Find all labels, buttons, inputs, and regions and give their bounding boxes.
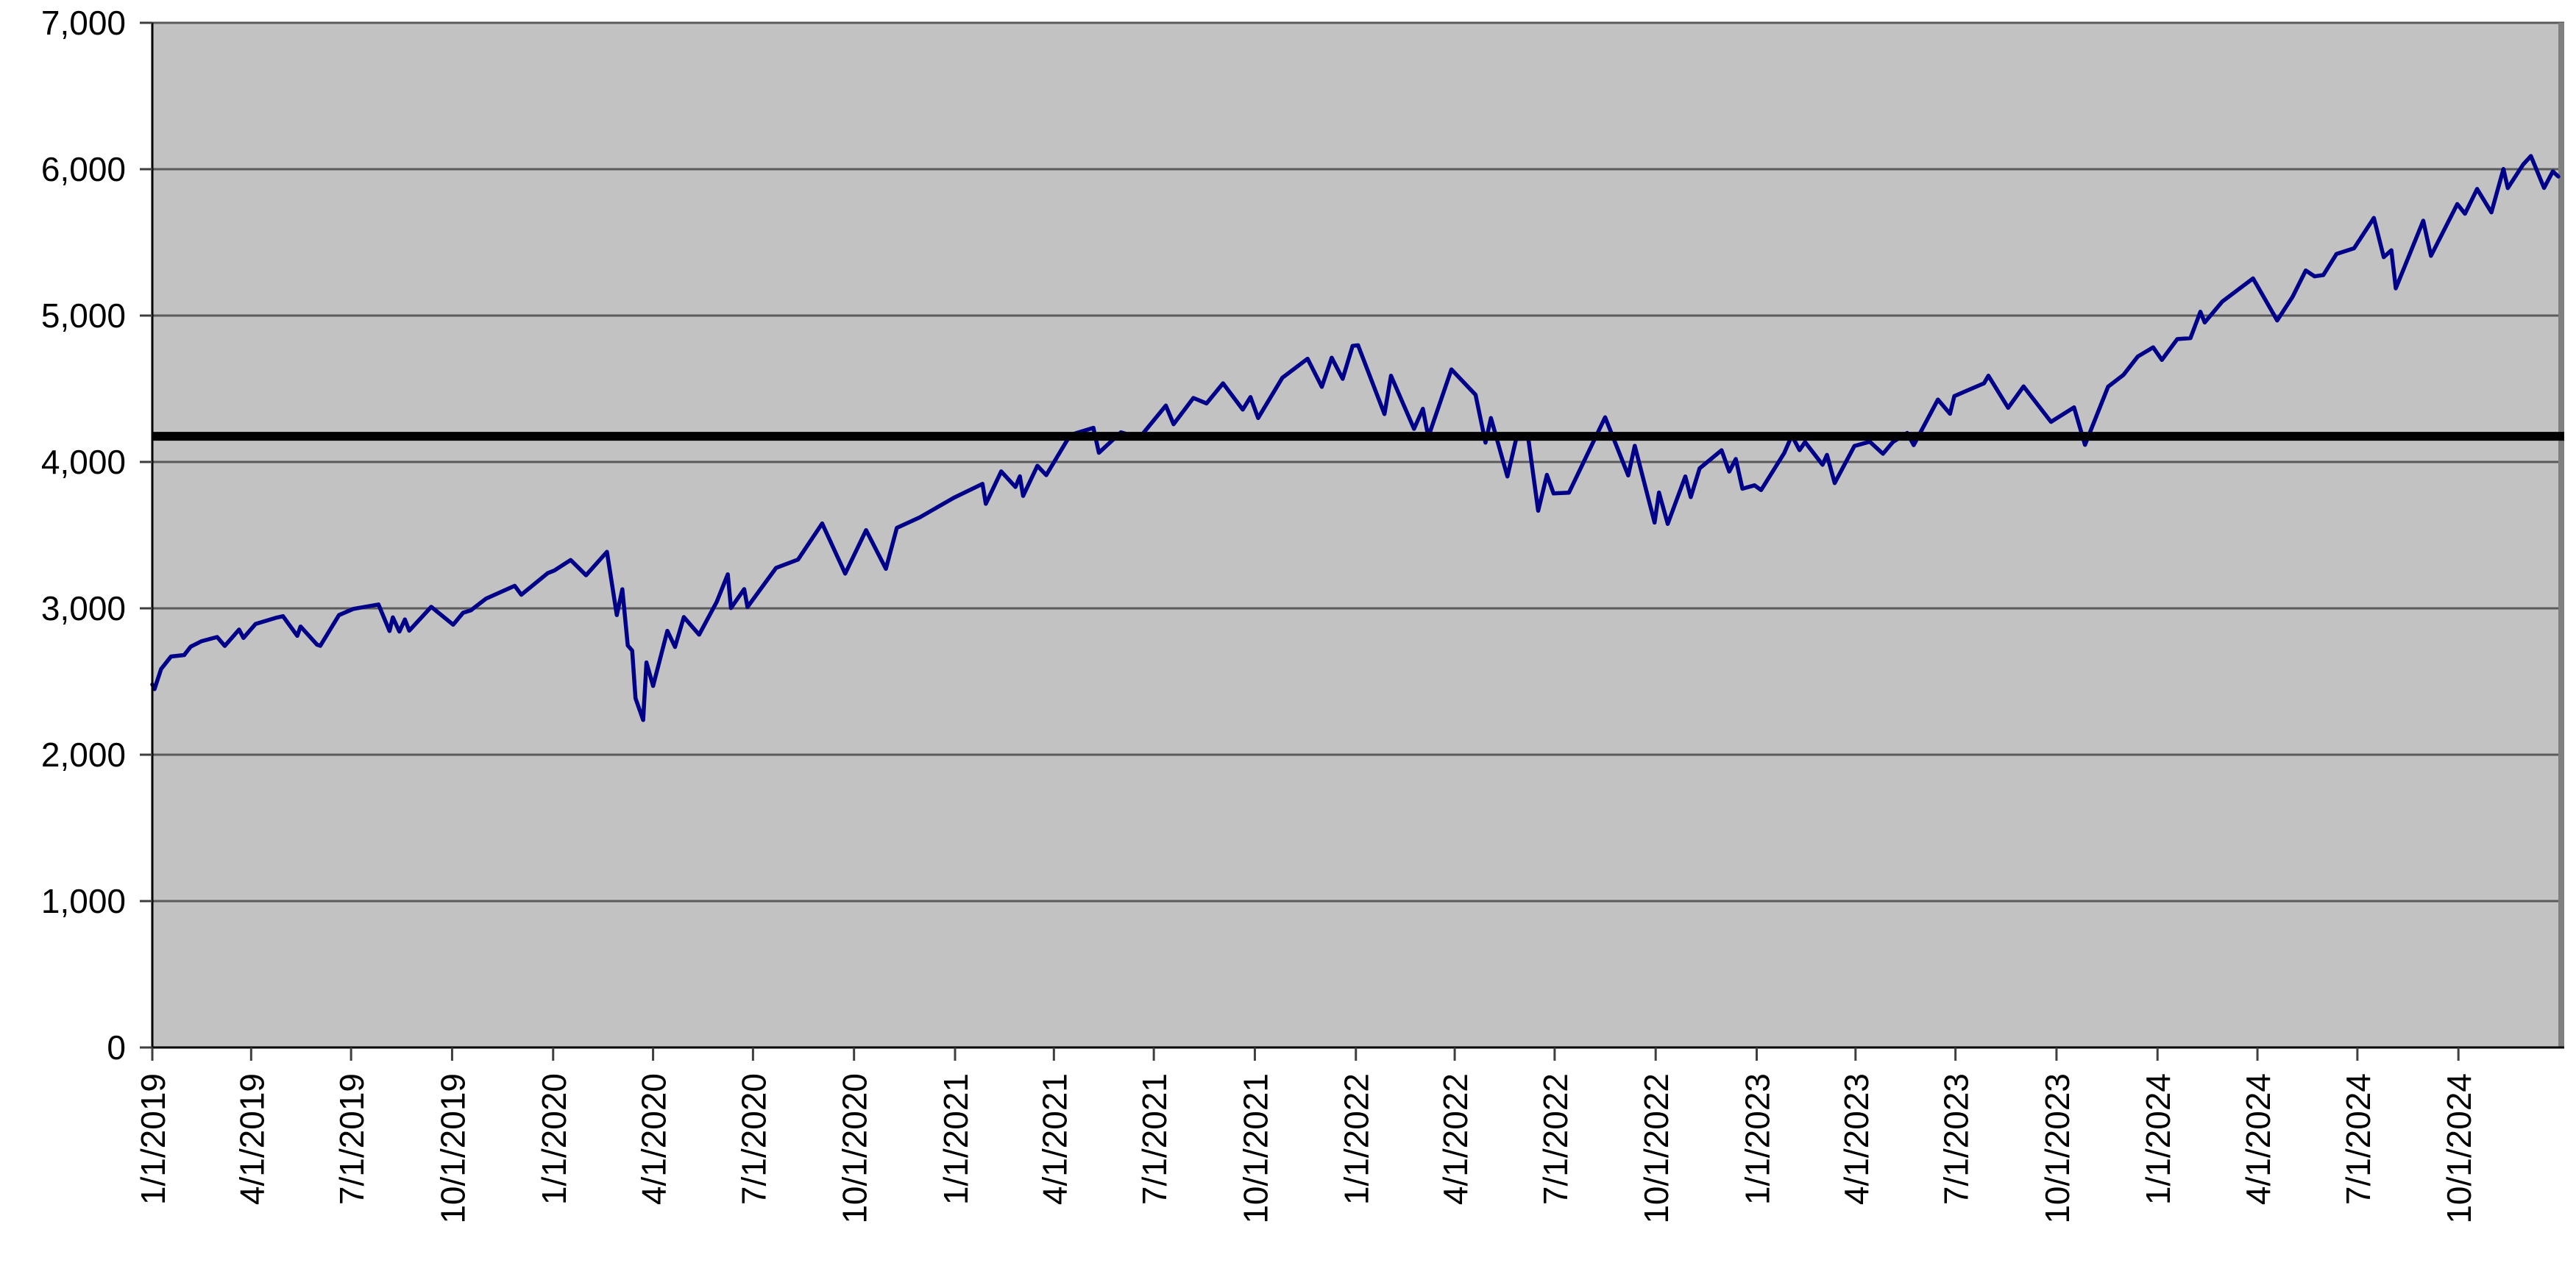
x-tick-label: 10/1/2024 [2440,1073,2478,1224]
y-tick-label: 4,000 [41,443,126,481]
plot-right-border [2558,23,2564,1047]
y-tick-label: 7,000 [41,4,126,42]
x-tick-label: 4/1/2023 [1837,1073,1876,1205]
price-line-series [150,154,2561,722]
x-tick-label: 7/1/2024 [2339,1073,2377,1205]
x-tick-label: 1/1/2024 [2139,1073,2177,1205]
x-tick-label: 4/1/2021 [1035,1073,1074,1205]
x-tick-label: 7/1/2023 [1937,1073,1976,1205]
y-tick-label: 1,000 [41,882,126,920]
y-tick-label: 5,000 [41,296,126,335]
x-tick-label: 1/1/2019 [134,1073,172,1205]
x-tick-label: 1/1/2022 [1338,1073,1376,1205]
x-tick-label: 7/1/2019 [333,1073,371,1205]
x-tick-label: 7/1/2022 [1536,1073,1575,1205]
x-tick-label: 4/1/2019 [233,1073,271,1205]
x-tick-label: 4/1/2022 [1436,1073,1475,1205]
x-tick-label: 10/1/2021 [1236,1073,1274,1224]
y-tick-label: 2,000 [41,736,126,774]
x-tick-label: 10/1/2020 [836,1073,874,1224]
x-tick-label: 1/1/2023 [1739,1073,1777,1205]
y-tick-label: 6,000 [41,150,126,188]
y-tick-label: 3,000 [41,589,126,627]
x-tick-label: 10/1/2022 [1637,1073,1675,1224]
x-tick-label: 7/1/2020 [734,1073,773,1205]
x-tick-label: 4/1/2020 [635,1073,673,1205]
y-tick-label: 0 [107,1028,126,1067]
x-tick-label: 10/1/2019 [433,1073,472,1224]
x-tick-label: 1/1/2020 [535,1073,573,1205]
x-tick-label: 4/1/2024 [2239,1073,2277,1205]
x-tick-label: 10/1/2023 [2038,1073,2076,1224]
x-tick-label: 7/1/2021 [1135,1073,1174,1205]
x-tick-label: 1/1/2021 [937,1073,975,1205]
plot-area [152,23,2558,1047]
